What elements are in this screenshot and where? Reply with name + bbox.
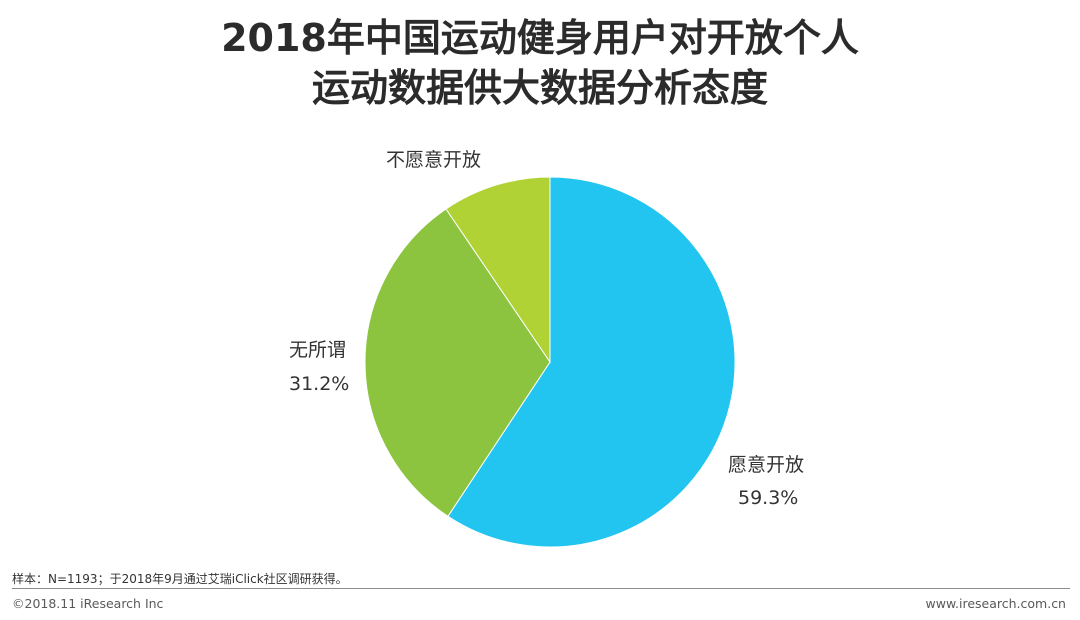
footer-divider — [12, 588, 1070, 589]
copyright: ©2018.11 iResearch Inc — [12, 596, 164, 611]
chart-title-line-2: 运动数据供大数据分析态度 — [311, 66, 768, 110]
slice-label-unwilling: 不愿意开放 — [386, 149, 482, 171]
slice-value-willing: 59.3% — [738, 487, 799, 509]
chart-title-line-1: 2018年中国运动健身用户对开放个人 — [221, 16, 859, 60]
sample-note: 样本：N=1193；于2018年9月通过艾瑞iClick社区调研获得。 — [12, 572, 348, 586]
pie-slice-willing — [447, 176, 736, 548]
slice-label-indifferent: 无所谓 — [289, 339, 347, 361]
slice-value-indifferent: 31.2% — [289, 373, 350, 395]
slice-label-willing: 愿意开放 — [728, 454, 805, 476]
website: www.iresearch.com.cn — [925, 596, 1067, 611]
pie-slice-unwilling — [445, 176, 551, 364]
pie-slice-indifferent — [364, 208, 551, 517]
